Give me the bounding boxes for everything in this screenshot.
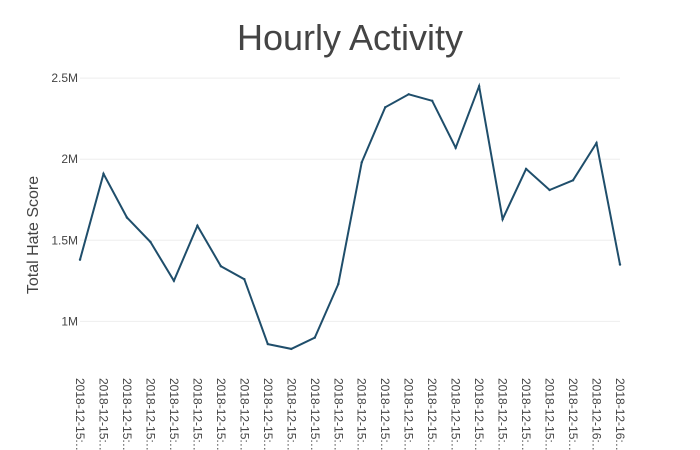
y-tick-label: 1M [61, 314, 78, 328]
x-tick-label: 2018-12-15:… [425, 378, 439, 450]
data-point [548, 188, 551, 192]
data-point [243, 277, 246, 281]
data-point [149, 240, 152, 244]
y-axis-ticks: 1M 1.5M 2M 2.5M [51, 71, 78, 328]
data-point [219, 265, 223, 268]
x-tick-label: 2018-12-15:… [284, 378, 298, 450]
data-point [477, 85, 481, 88]
x-axis-ticks: 2018-12-15:… 2018-12-15:… 2018-12-15:… 2018… [73, 378, 627, 450]
x-tick-label: 2018-12-15:… [449, 378, 463, 450]
x-tick-label: 2018-12-15:… [308, 378, 322, 450]
x-tick-label: 2018-12-16:… [613, 378, 627, 450]
data-point [571, 179, 575, 182]
x-tick-label: 2018-12-15:… [190, 378, 204, 450]
x-tick-label: 2018-12-15:… [519, 378, 533, 450]
x-tick-label: 2018-12-15:… [167, 378, 181, 450]
y-tick-label: 2M [61, 152, 78, 166]
data-point [618, 263, 622, 266]
data-point [430, 99, 434, 103]
x-tick-label: 2018-12-15:… [143, 378, 157, 450]
x-tick-label: 2018-12-15:… [96, 378, 110, 450]
x-tick-label: 2018-12-15:… [472, 378, 486, 450]
gridlines [80, 77, 620, 322]
data-point [384, 106, 387, 109]
x-tick-label: 2018-12-15:… [261, 378, 275, 450]
y-tick-label: 1.5M [51, 233, 78, 247]
x-tick-label: 2018-12-15:… [402, 378, 416, 450]
x-tick-label: 2018-12-15:… [566, 378, 580, 450]
data-point [337, 282, 340, 286]
y-axis-label: Total Hate Score [25, 176, 42, 294]
data-point [454, 146, 457, 150]
data-point [102, 172, 105, 175]
x-tick-label: 2018-12-15:… [73, 378, 87, 450]
data-point [196, 224, 199, 227]
data-point [501, 217, 504, 221]
x-tick-label: 2018-12-15:… [331, 378, 345, 450]
series-line [79, 82, 621, 350]
x-tick-label: 2018-12-15:… [496, 378, 510, 450]
x-tick-label: 2018-12-15:… [378, 378, 392, 450]
data-point [78, 258, 82, 261]
x-tick-label: 2018-12-16:… [590, 378, 604, 450]
data-point [172, 279, 176, 283]
data-point [125, 216, 129, 219]
data-point [290, 347, 293, 351]
chart-title: Hourly Activity [237, 17, 463, 58]
data-point [266, 342, 270, 346]
data-point [595, 141, 598, 145]
data-point [524, 167, 528, 171]
data-point [313, 336, 316, 339]
x-tick-label: 2018-12-15:… [214, 378, 228, 450]
x-tick-label: 2018-12-15:… [120, 378, 134, 450]
x-tick-label: 2018-12-15:… [543, 378, 557, 450]
x-tick-label: 2018-12-15:… [355, 378, 369, 450]
data-point [407, 93, 410, 96]
x-tick-label: 2018-12-15:… [237, 378, 251, 450]
data-point [360, 161, 363, 164]
y-tick-label: 2.5M [51, 71, 78, 85]
data-points [78, 85, 622, 351]
